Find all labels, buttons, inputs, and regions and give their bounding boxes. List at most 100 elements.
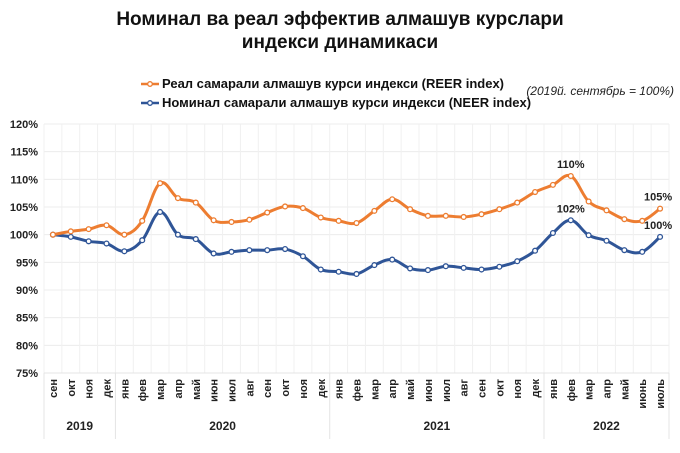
data-point-reer [442, 212, 449, 219]
x-tick-label: ноя [84, 379, 96, 399]
data-point-reer [532, 189, 539, 196]
data-point-reer [371, 207, 378, 214]
x-tick-label: июл [227, 379, 239, 402]
data-point-reer [139, 217, 146, 224]
data-point-neer [478, 266, 485, 273]
data-point-neer [103, 240, 110, 247]
data-point-neer [639, 248, 646, 255]
x-tick-label: фев [137, 379, 149, 402]
base-period-note: (2019й. сентябрь = 100%) [526, 84, 674, 98]
data-point-neer [532, 247, 539, 254]
data-point-reer [496, 206, 503, 213]
data-point-neer [264, 247, 271, 254]
legend-line-marker-icon [141, 99, 159, 106]
data-point-neer [174, 231, 181, 238]
data-point-reer [192, 199, 199, 206]
legend-label-reer: Реал самарали алмашув курси индекси (REE… [162, 76, 505, 91]
data-point-neer [603, 237, 610, 244]
data-point-neer [389, 256, 396, 263]
y-tick-label: 85% [16, 313, 38, 325]
data-point-reer [639, 217, 646, 224]
data-point-reer [460, 213, 467, 221]
data-label-reer: 110% [557, 159, 585, 171]
x-tick-label: июн [423, 379, 435, 402]
chart-title-line-2: индекси динамикаси [241, 32, 439, 53]
data-point-reer [335, 217, 342, 224]
data-point-reer [49, 231, 56, 238]
y-tick-label: 105% [10, 202, 38, 214]
x-tick-label: янв [548, 379, 560, 399]
x-tick-label: сен [477, 379, 489, 398]
chart-title: Номинал ва реал эффектив алмашув курслар… [0, 8, 680, 54]
x-tick-label: фев [566, 379, 578, 402]
chart-title-line-1: Номинал ва реал эффектив алмашув курслар… [116, 9, 564, 30]
x-tick-label: июль [655, 379, 667, 409]
data-point-neer [496, 263, 503, 270]
x-tick-label: мар [155, 379, 167, 400]
data-point-neer [228, 248, 235, 255]
data-point-neer [657, 233, 664, 240]
data-point-neer [567, 217, 574, 224]
x-tick-label: апр [602, 379, 614, 399]
data-point-reer [353, 219, 360, 227]
data-point-reer [157, 180, 164, 187]
data-point-neer [85, 238, 92, 245]
year-label: 2022 [593, 419, 620, 433]
year-label: 2019 [66, 419, 93, 433]
x-tick-label: май [191, 379, 203, 400]
data-point-neer [246, 247, 253, 254]
y-tick-label: 110% [10, 174, 38, 186]
x-tick-label: июн [209, 379, 221, 402]
data-point-reer [228, 218, 235, 225]
x-tick-label: янв [119, 379, 131, 399]
y-tick-label: 115% [10, 147, 38, 159]
x-tick-label: окт [66, 378, 78, 396]
data-point-reer [282, 203, 289, 210]
data-point-neer [335, 268, 342, 275]
y-tick-label: 75% [16, 368, 38, 380]
data-point-reer [657, 205, 664, 212]
data-point-neer [192, 236, 199, 243]
data-label-reer: 105% [644, 192, 672, 204]
data-point-reer [621, 216, 628, 223]
legend: Реал самарали алмашув курси индекси (REE… [140, 74, 531, 112]
legend-label-neer: Номинал самарали алмашув курси индекси (… [162, 95, 532, 110]
data-point-reer [174, 195, 181, 202]
data-point-neer [139, 237, 146, 244]
x-tick-label: июл [441, 379, 453, 402]
data-point-neer [585, 232, 592, 239]
data-point-reer [478, 211, 485, 218]
x-tick-label: дек [530, 379, 542, 398]
x-tick-label: фев [352, 379, 364, 402]
x-tick-label: июнь [637, 379, 649, 409]
data-point-neer [424, 267, 431, 274]
data-point-reer [246, 216, 253, 223]
y-tick-label: 90% [16, 285, 38, 297]
x-tick-label: окт [280, 378, 292, 396]
data-point-neer [621, 247, 628, 254]
legend-item-neer: Номинал самарали алмашув курси индекси (… [140, 93, 531, 112]
data-point-neer [157, 208, 164, 216]
data-point-neer [353, 270, 360, 278]
legend-line-marker-icon [141, 80, 159, 87]
data-point-reer [299, 205, 306, 212]
data-point-reer [264, 209, 271, 216]
data-point-neer [121, 248, 128, 255]
x-tick-label: апр [173, 379, 185, 399]
data-point-reer [424, 212, 431, 219]
x-tick-label: май [405, 379, 417, 400]
y-tick-label: 120% [10, 119, 38, 131]
x-tick-label: дек [316, 379, 328, 398]
data-point-reer [121, 231, 128, 238]
x-tick-label: май [619, 379, 631, 400]
x-tick-label: сен [262, 379, 274, 398]
data-point-reer [103, 222, 110, 229]
x-tick-label: апр [387, 379, 399, 399]
data-point-neer [317, 266, 324, 273]
data-point-neer [549, 229, 556, 237]
y-tick-label: 95% [16, 257, 38, 269]
data-point-neer [371, 262, 378, 269]
y-tick-label: 80% [16, 340, 38, 352]
x-tick-label: мар [369, 379, 381, 400]
data-point-neer [67, 233, 74, 240]
